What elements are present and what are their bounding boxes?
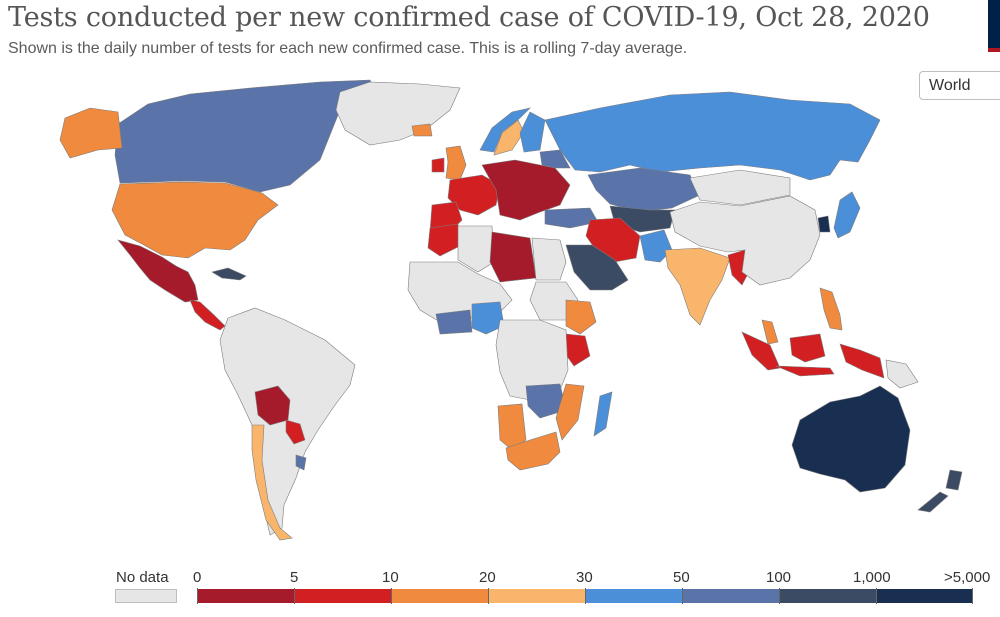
map-region-korea[interactable]: Korea <box>817 215 831 233</box>
map-region-cuba[interactable]: Cuba <box>211 267 247 281</box>
map-region-south-africa[interactable]: South Africa <box>505 431 561 471</box>
map-region-libya[interactable]: Libya <box>489 231 537 283</box>
map-region-malaysia[interactable]: Malaysia <box>761 319 779 345</box>
legend-no-data-label: No data <box>116 569 169 586</box>
map-region-finland[interactable]: Finland <box>519 111 546 153</box>
map-region-mongolia[interactable]: Mongolia <box>689 169 791 206</box>
map-region-iceland[interactable]: Iceland <box>411 123 433 137</box>
map-region-paraguay[interactable]: Paraguay <box>285 419 306 445</box>
map-region-united-states[interactable]: United States <box>111 181 279 259</box>
map-region-india[interactable]: India <box>664 247 731 326</box>
map-region-kenya[interactable]: Kenya <box>563 333 591 367</box>
legend-bin-0-5 <box>197 589 294 603</box>
map-region-united-kingdom[interactable]: United Kingdom <box>445 145 467 181</box>
legend-bin-5-10 <box>294 589 391 603</box>
map-region-japan[interactable]: Japan <box>833 191 861 239</box>
map-region-mexico[interactable]: Mexico <box>117 239 199 303</box>
map-region-egypt[interactable]: Egypt <box>531 237 567 281</box>
map-region-algeria[interactable]: Algeria <box>457 225 495 273</box>
legend-tick <box>585 588 586 604</box>
legend-no-data-swatch <box>115 589 177 603</box>
chart-subtitle: Shown is the daily number of tests for e… <box>8 40 688 57</box>
color-legend: No data 0 5 10 20 30 50 100 1,000 >5,000 <box>0 568 1000 617</box>
legend-tick-label: 20 <box>479 569 496 586</box>
map-region-ghana[interactable]: Ghana <box>435 309 473 335</box>
map-region-western-europe[interactable]: Western Europe <box>447 174 501 216</box>
map-region-indonesia[interactable]: Indonesia <box>741 331 885 379</box>
map-region-papua-new-guinea[interactable]: Papua New Guinea <box>885 359 919 389</box>
map-region-turkey[interactable]: Turkey <box>544 207 599 229</box>
legend-tick <box>488 588 489 604</box>
map-region-new-zealand[interactable]: New Zealand <box>917 469 963 513</box>
map-region-ireland[interactable]: Ireland <box>431 157 445 173</box>
legend-tick <box>972 588 973 604</box>
map-region-baltics-belarus[interactable]: Baltics and Belarus <box>539 149 571 169</box>
chart-title: Tests conducted per new confirmed case o… <box>8 2 930 33</box>
legend-tick-label: >5,000 <box>944 569 991 586</box>
world-map: Canada Alaska (United States) United Sta… <box>59 79 963 541</box>
legend-tick <box>876 588 877 604</box>
map-region-russia[interactable]: Russia <box>544 91 881 181</box>
legend-tick <box>779 588 780 604</box>
legend-tick-label: 5 <box>290 569 299 586</box>
legend-tick-label: 10 <box>382 569 399 586</box>
map-region-sweden[interactable]: Sweden <box>493 119 525 156</box>
legend-tick-label: 50 <box>673 569 690 586</box>
map-region-norway[interactable]: Norway <box>479 107 531 153</box>
legend-tick-label: 100 <box>766 569 792 586</box>
map-region-chile[interactable]: Chile <box>251 424 293 541</box>
map-region-mozambique[interactable]: Mozambique <box>555 383 585 441</box>
legend-tick <box>391 588 392 604</box>
legend-bin-10-20 <box>391 589 488 603</box>
map-region-kazakhstan[interactable]: Kazakhstan <box>587 167 701 213</box>
legend-bin-20-30 <box>488 589 585 603</box>
legend-tick-label: 1,000 <box>853 569 891 586</box>
legend-tick <box>682 588 683 604</box>
map-region-morocco[interactable]: Morocco <box>427 223 461 257</box>
legend-tick-label: 30 <box>576 569 593 586</box>
map-region-australia[interactable]: Australia <box>791 385 911 493</box>
region-selector[interactable]: World <box>919 71 1000 100</box>
map-region-central-europe[interactable]: Central Europe <box>481 159 571 221</box>
legend-bin-50-100 <box>682 589 779 603</box>
legend-bin-30-50 <box>585 589 682 603</box>
map-region-nigeria[interactable]: Nigeria <box>471 301 505 335</box>
map-region-alaska[interactable]: Alaska (United States) <box>59 107 123 159</box>
map-region-bolivia[interactable]: Bolivia <box>254 385 291 426</box>
legend-tick <box>294 588 295 604</box>
map-region-central-america[interactable]: Central America <box>189 299 226 331</box>
map-region-saudi-arabia[interactable]: Saudi Arabia <box>565 244 629 291</box>
map-region-madagascar[interactable]: Madagascar <box>593 391 613 437</box>
map-region-canada[interactable]: Canada <box>114 79 381 193</box>
map-region-philippines[interactable]: Philippines <box>819 287 843 331</box>
legend-tick-label: 0 <box>193 569 202 586</box>
map-region-china[interactable]: China <box>669 195 821 286</box>
legend-bin-1000-5000 <box>876 589 973 603</box>
owid-logo[interactable] <box>988 0 1000 52</box>
map-region-zambia-zimbabwe[interactable]: Zambia and Zimbabwe <box>525 383 567 419</box>
map-region-ethiopia[interactable]: Ethiopia <box>565 299 597 335</box>
legend-bin-100-1000 <box>779 589 876 603</box>
map-region-greenland[interactable]: Greenland <box>335 81 461 146</box>
legend-tick <box>197 588 198 604</box>
map-region-uruguay[interactable]: Uruguay <box>295 454 307 471</box>
